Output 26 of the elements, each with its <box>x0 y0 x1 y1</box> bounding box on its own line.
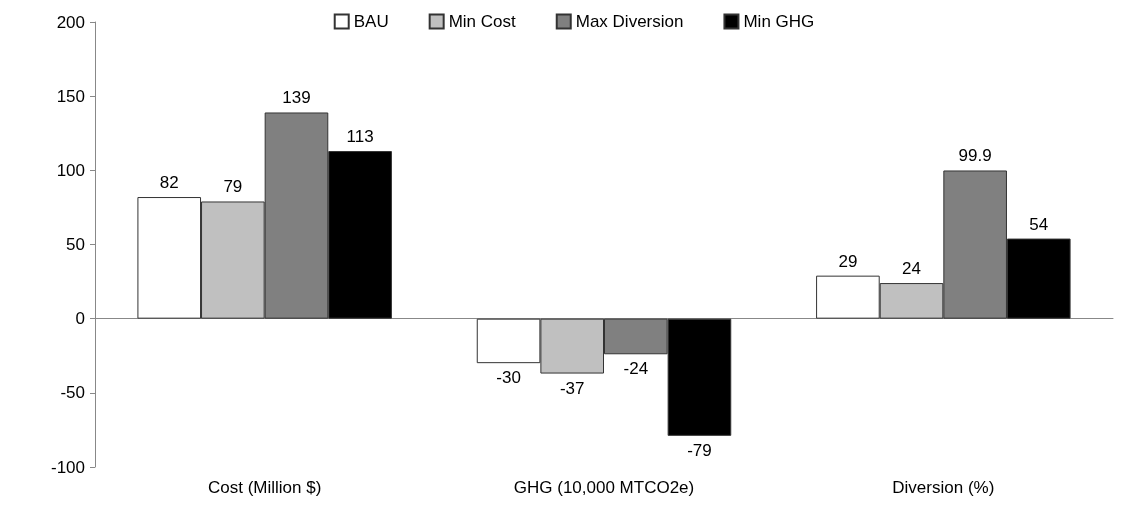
data-label: -37 <box>559 378 585 398</box>
data-label: 54 <box>1029 214 1049 234</box>
y-tick-label: 0 <box>75 309 85 329</box>
data-label: 24 <box>902 259 921 279</box>
data-label: 99.9 <box>958 146 992 166</box>
y-tick-label: 100 <box>56 160 85 180</box>
data-label: -30 <box>496 368 521 388</box>
y-tick-label: 150 <box>56 86 85 106</box>
x-tick-label: Diversion (%) <box>892 478 995 497</box>
data-label: 82 <box>159 173 179 193</box>
data-label: 79 <box>223 177 243 197</box>
y-tick-label: 200 <box>56 12 85 32</box>
data-label: -24 <box>623 359 649 379</box>
y-tick-label: -50 <box>60 383 85 403</box>
data-label: 29 <box>838 251 858 271</box>
data-label: -79 <box>687 440 712 460</box>
x-tick-label: GHG (10,000 MTCO2e) <box>513 478 695 497</box>
x-tick-label: Cost (Million $) <box>207 478 322 497</box>
legend-label: Max Diversion <box>575 12 684 31</box>
data-label: 113 <box>346 127 374 147</box>
legend-label: Min GHG <box>743 12 815 31</box>
y-tick-label: 50 <box>66 235 85 254</box>
y-tick-label: -100 <box>50 457 85 477</box>
legend-label: BAU <box>353 12 389 31</box>
legend-label: Min Cost <box>448 12 517 31</box>
data-label: 139 <box>282 88 311 108</box>
